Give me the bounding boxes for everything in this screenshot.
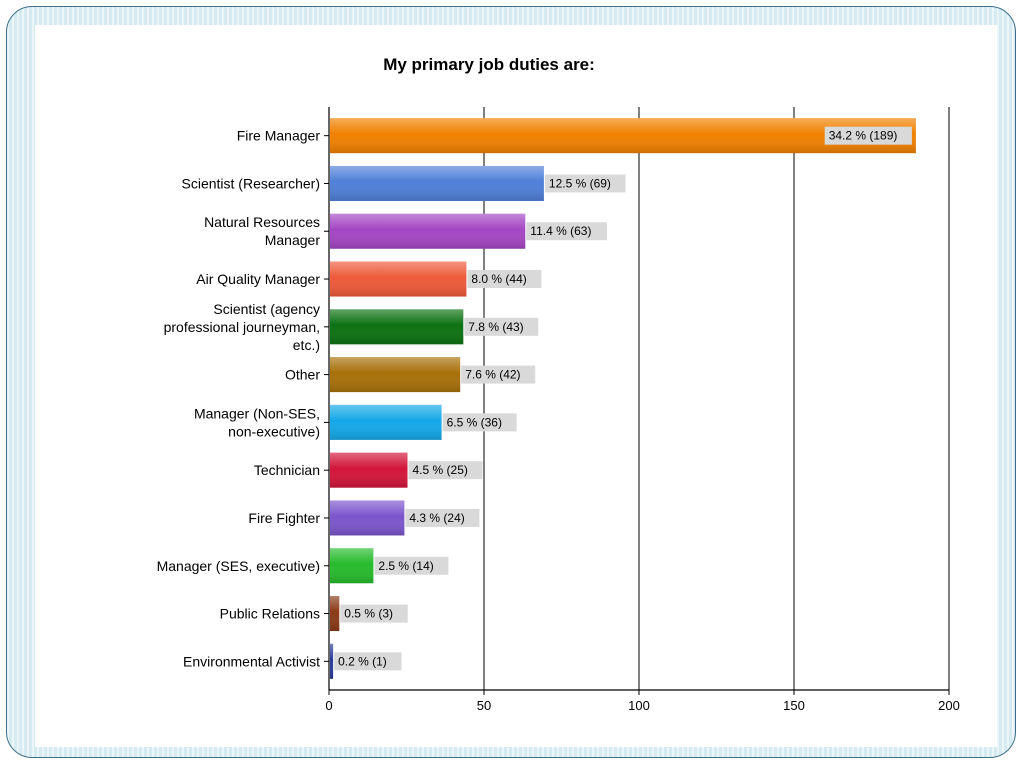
category-label: Public Relations xyxy=(220,606,320,622)
category-label: Fire Fighter xyxy=(248,510,320,526)
label-layer: Fire Manager 34.2 % (189) Scientist (Resea… xyxy=(157,127,912,671)
category-label: Natural Resources Manager xyxy=(204,214,320,248)
data-label: 34.2 % (189) xyxy=(829,129,898,143)
x-tick-label: 150 xyxy=(783,698,805,713)
category-label: Scientist (Researcher) xyxy=(182,175,321,191)
bar-sheen xyxy=(330,262,466,297)
data-label: 2.5 % (14) xyxy=(378,559,433,573)
data-label: 0.2 % (1) xyxy=(338,654,387,668)
bar-chart: My primary job duties are: Fire Manager 3… xyxy=(35,25,997,747)
data-label: 7.8 % (43) xyxy=(468,320,523,334)
chart-panel: My primary job duties are: Fire Manager 3… xyxy=(35,25,997,747)
bar-sheen xyxy=(330,357,460,392)
bar-sheen xyxy=(330,214,525,249)
x-tick-label: 100 xyxy=(628,698,650,713)
chart-title: My primary job duties are: xyxy=(383,55,595,74)
data-label: 12.5 % (69) xyxy=(549,176,611,190)
category-label: Scientist (agency professional journeyman… xyxy=(164,301,320,353)
bar-layer xyxy=(330,118,916,679)
category-label: Fire Manager xyxy=(237,128,321,144)
data-label: 0.5 % (3) xyxy=(344,607,393,621)
x-tick-label: 0 xyxy=(325,698,332,713)
bar-sheen xyxy=(330,453,408,488)
category-label: Technician xyxy=(254,462,320,478)
bar-sheen xyxy=(330,166,544,201)
category-label: Air Quality Manager xyxy=(196,271,320,287)
bar-sheen xyxy=(330,500,404,535)
category-label: Environmental Activist xyxy=(183,653,320,669)
grid-layer xyxy=(484,107,949,690)
data-label: 6.5 % (36) xyxy=(447,415,502,429)
data-label: 11.4 % (63) xyxy=(530,224,591,238)
data-label: 7.6 % (42) xyxy=(465,368,520,382)
bar-sheen xyxy=(330,309,463,344)
data-label: 4.5 % (25) xyxy=(413,463,468,477)
bar-sheen xyxy=(330,548,373,583)
bar-sheen xyxy=(330,596,339,631)
category-label: Manager (SES, executive) xyxy=(157,558,320,574)
x-tick-label: 200 xyxy=(938,698,960,713)
slide-frame: My primary job duties are: Fire Manager 3… xyxy=(6,6,1016,758)
x-tick-label: 50 xyxy=(477,698,491,713)
bar-sheen xyxy=(330,644,333,679)
category-label: Manager (Non-SES, non-executive) xyxy=(194,405,320,439)
category-label: Other xyxy=(285,367,320,383)
data-label: 8.0 % (44) xyxy=(471,272,526,286)
bar-sheen xyxy=(330,405,442,440)
data-label: 4.3 % (24) xyxy=(409,511,464,525)
